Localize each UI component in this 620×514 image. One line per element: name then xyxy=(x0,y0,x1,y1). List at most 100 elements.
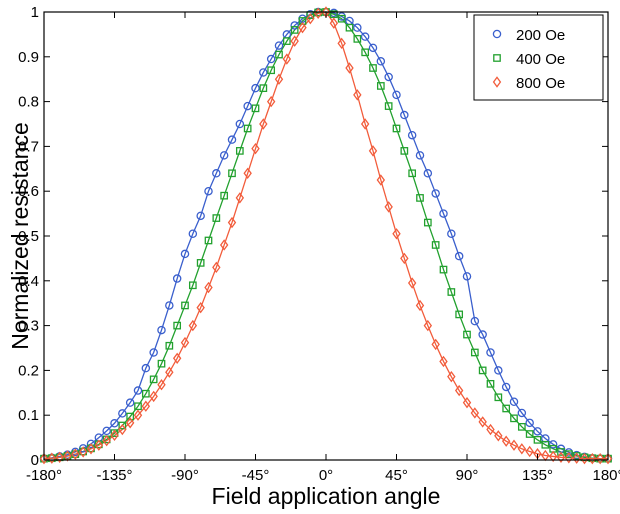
diamond-marker xyxy=(259,118,268,130)
circle-marker xyxy=(196,211,205,221)
diamond-marker xyxy=(392,228,401,240)
diamond-marker xyxy=(306,13,315,25)
diamond-marker xyxy=(180,336,190,349)
diamond-marker xyxy=(360,118,370,130)
circle-marker xyxy=(219,151,229,160)
square-marker xyxy=(173,321,182,330)
square-marker xyxy=(220,191,229,200)
circle-marker xyxy=(462,272,472,281)
square-marker xyxy=(126,412,135,421)
circle-marker xyxy=(486,348,495,357)
y-tick-label: 0.4 xyxy=(18,273,39,290)
square-marker xyxy=(329,10,338,19)
square-marker xyxy=(157,359,166,368)
diamond-marker xyxy=(47,452,57,464)
diamond-marker xyxy=(564,452,574,464)
diamond-marker xyxy=(384,201,393,213)
diamond-marker xyxy=(55,451,64,464)
circle-marker xyxy=(368,43,378,53)
diamond-marker xyxy=(251,142,260,155)
square-marker xyxy=(416,194,424,202)
diamond-marker xyxy=(219,239,229,251)
square-marker xyxy=(149,375,158,384)
circle-marker xyxy=(204,186,213,196)
legend-label-800-oe: 800 Oe xyxy=(516,75,565,92)
diamond-marker xyxy=(204,281,213,294)
diamond-marker xyxy=(227,216,237,229)
square-marker xyxy=(455,310,464,319)
circle-marker xyxy=(478,330,487,339)
legend-label-200-oe: 200 Oe xyxy=(516,27,565,44)
diamond-marker xyxy=(266,95,276,108)
circle-marker xyxy=(376,57,386,66)
circle-marker xyxy=(548,440,558,449)
circle-marker xyxy=(454,251,464,261)
diamond-marker xyxy=(517,443,527,455)
square-marker xyxy=(204,236,213,245)
y-tick-label: 0.1 xyxy=(18,407,39,424)
circle-marker xyxy=(360,32,370,41)
y-axis-label: Normalized resistance xyxy=(7,122,33,350)
circle-marker xyxy=(133,386,143,395)
square-marker xyxy=(228,169,236,178)
diamond-marker xyxy=(212,261,221,274)
diamond-marker xyxy=(492,76,502,88)
square-marker xyxy=(463,330,471,339)
series-800-oe xyxy=(39,6,613,465)
y-tick-label: 0.3 xyxy=(18,318,39,335)
diamond-marker xyxy=(603,452,613,465)
diamond-marker xyxy=(39,452,49,465)
square-marker xyxy=(275,50,283,59)
y-tick-label: 0.6 xyxy=(18,183,39,200)
square-marker xyxy=(282,37,291,45)
square-marker xyxy=(493,54,501,62)
diamond-marker xyxy=(172,352,182,364)
x-tick-label: 180° xyxy=(592,467,620,484)
diamond-marker xyxy=(415,299,425,312)
square-marker xyxy=(259,84,268,93)
square-marker xyxy=(564,450,573,459)
diamond-marker xyxy=(149,390,158,403)
y-tick-label: 0.9 xyxy=(18,49,39,66)
diamond-marker xyxy=(595,452,605,465)
circle-marker xyxy=(392,90,401,100)
diamond-marker xyxy=(78,446,88,458)
diamond-marker xyxy=(548,450,558,463)
square-marker xyxy=(557,448,565,456)
square-marker xyxy=(376,82,385,90)
square-marker xyxy=(439,265,448,274)
circle-marker xyxy=(165,301,174,310)
diamond-marker xyxy=(118,423,127,436)
x-axis-label: Field application angle xyxy=(212,483,441,509)
diamond-marker xyxy=(165,366,174,378)
square-marker xyxy=(533,435,542,444)
circle-marker xyxy=(439,209,448,218)
diamond-marker xyxy=(486,423,495,436)
circle-marker xyxy=(141,363,151,373)
diamond-marker xyxy=(423,319,433,332)
square-marker xyxy=(408,169,417,178)
square-marker xyxy=(290,26,299,34)
circle-marker xyxy=(509,397,519,407)
square-marker xyxy=(251,104,260,113)
diamond-marker xyxy=(525,445,534,458)
x-tick-label: -45° xyxy=(242,467,270,484)
diamond-marker xyxy=(71,448,80,460)
x-tick-label: -135° xyxy=(96,467,132,484)
square-marker xyxy=(384,102,393,110)
diamond-marker xyxy=(407,277,417,289)
circle-marker xyxy=(172,274,182,283)
square-marker xyxy=(345,23,354,32)
circle-marker xyxy=(157,325,166,335)
circle-marker xyxy=(227,135,237,144)
circle-marker xyxy=(431,189,440,198)
square-marker xyxy=(541,440,550,449)
circle-marker xyxy=(212,169,221,178)
circle-marker xyxy=(525,418,534,428)
diamond-marker xyxy=(86,443,96,455)
square-marker xyxy=(181,301,189,310)
square-marker xyxy=(517,422,526,431)
square-marker xyxy=(486,379,495,388)
square-marker xyxy=(502,404,511,413)
